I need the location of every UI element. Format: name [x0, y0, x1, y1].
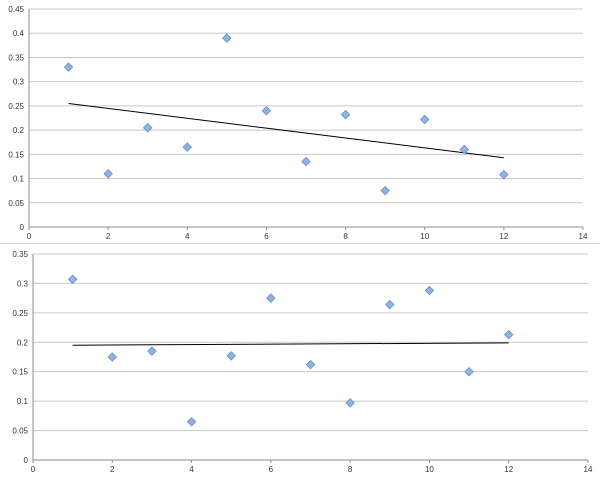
- scatter-chart-top-plot: 0 0.05 0.1 0.15 0.2 0.25 0.3 0.35 0.4 0.45 0 2 4 6 8 10…: [8, 5, 588, 241]
- x-tick-label: 6: [264, 232, 269, 241]
- x-tick-label: 4: [185, 232, 190, 241]
- y-tick-label: 0.05: [12, 427, 28, 436]
- y-tick-label: 0.25: [12, 309, 28, 318]
- trendline: [68, 102, 504, 159]
- x-tick-label: 6: [269, 465, 274, 474]
- data-point: [63, 62, 74, 72]
- y-tick-label: 0.35: [8, 53, 24, 62]
- x-tick-label: 14: [584, 465, 593, 474]
- y-tick-label: 0.1: [13, 175, 25, 184]
- x-tick-label: 4: [189, 465, 194, 474]
- data-point: [380, 185, 390, 196]
- data-point: [499, 169, 509, 180]
- data-point: [419, 114, 430, 125]
- x-tick-label: 0: [27, 232, 32, 241]
- data-point: [266, 293, 276, 303]
- y-tick-label: 0.2: [13, 126, 25, 135]
- data-point: [226, 351, 236, 361]
- x-tick-label: 8: [348, 465, 353, 474]
- data-point: [103, 168, 113, 179]
- scatter-chart-top: 0 0.05 0.1 0.15 0.2 0.25 0.3 0.35 0.4 0.45 0 2 4 6 8 10…: [8, 5, 588, 241]
- y-tick-label: 0.35: [12, 250, 28, 259]
- data-point: [107, 352, 118, 362]
- x-tick-label: 0: [31, 465, 36, 474]
- y-tick-label: 0.15: [8, 150, 24, 159]
- data-point: [261, 105, 272, 116]
- scatter-chart-bottom-plot: 0 0.05 0.1 0.15 0.2 0.25 0.3 0.35 0 2 4 6 8 10 12 14: [12, 250, 593, 474]
- x-tick-label: 12: [504, 465, 513, 474]
- data-point: [182, 142, 193, 152]
- x-tick-label: 2: [106, 232, 111, 241]
- data-point: [147, 346, 157, 356]
- x-tick-label: 10: [420, 232, 429, 241]
- x-tick-label: 8: [343, 232, 348, 241]
- y-tick-label: 0.25: [8, 102, 24, 111]
- data-point: [340, 109, 351, 120]
- data-point: [67, 274, 78, 285]
- data-point: [345, 398, 355, 408]
- y-tick-label: 0.3: [17, 279, 29, 288]
- data-point: [142, 122, 153, 133]
- data-point: [305, 359, 316, 370]
- data-point: [459, 144, 470, 155]
- data-point: [503, 329, 514, 340]
- y-tick-label: 0: [20, 223, 25, 232]
- y-tick-label: 0.4: [13, 29, 25, 38]
- y-tick-label: 0.1: [17, 397, 29, 406]
- y-tick-label: 0.15: [12, 368, 28, 377]
- data-point: [301, 156, 311, 167]
- x-tick-label: 14: [579, 232, 588, 241]
- x-tick-label: 2: [110, 465, 115, 474]
- x-tick-label: 10: [425, 465, 434, 474]
- x-tick-label: 12: [499, 232, 508, 241]
- y-tick-label: 0.2: [17, 338, 29, 347]
- trendline: [72, 342, 509, 346]
- y-tick-label: 0.3: [13, 78, 25, 87]
- y-tick-label: 0: [24, 456, 29, 465]
- y-tick-label: 0.45: [8, 5, 24, 14]
- data-point: [385, 299, 395, 310]
- data-point: [186, 416, 197, 427]
- data-point: [424, 285, 435, 296]
- data-point: [464, 366, 474, 377]
- scatter-chart-bottom: 0 0.05 0.1 0.15 0.2 0.25 0.3 0.35 0 2 4 6 8 10 12 14: [0, 243, 600, 482]
- y-tick-label: 0.05: [8, 199, 24, 208]
- data-point: [222, 33, 232, 43]
